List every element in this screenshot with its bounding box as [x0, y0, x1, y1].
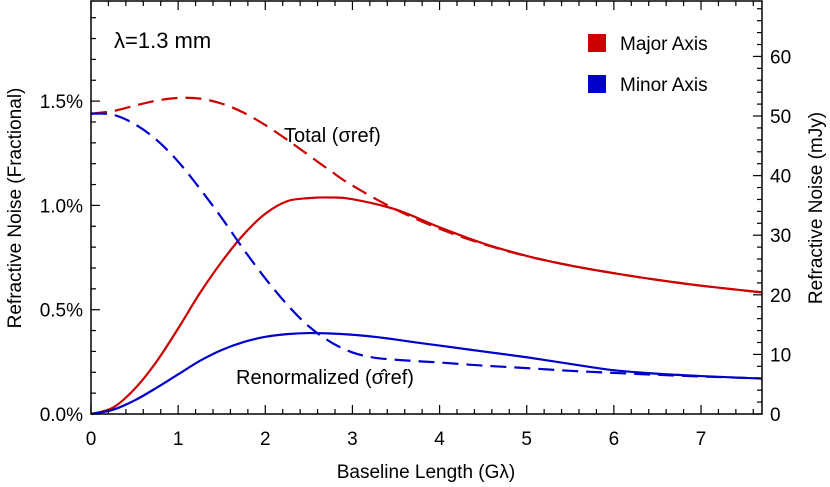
series-major-axis-total [90, 96, 763, 294]
legend-label-major: Major Axis [620, 34, 708, 55]
y-right-tick-label: 30 [770, 226, 791, 247]
y-right-tick-label: 10 [770, 345, 791, 366]
y-left-tick-label: 1.0% [40, 196, 83, 217]
y-axis-label-right: Refractive Noise (mJy) [806, 112, 827, 304]
legend-swatch-minor [588, 75, 606, 93]
x-tick-label: 7 [696, 429, 707, 450]
y-right-tick-label: 40 [770, 167, 791, 188]
y-right-tick-label: 50 [770, 107, 791, 128]
y-axis-label-left: Refractive Noise (Fractional) [5, 88, 26, 329]
y-left-tick-label: 0.5% [40, 301, 83, 322]
x-tick-label: 2 [260, 429, 271, 450]
x-tick-label: 3 [347, 429, 358, 450]
y-left-tick-label: 1.5% [40, 92, 83, 113]
legend: Major Axis Minor Axis [588, 34, 708, 96]
x-axis-label: Baseline Length (Gλ) [337, 462, 516, 483]
series-layer [90, 96, 763, 416]
y-right-tick-label: 60 [770, 47, 791, 68]
x-tick-label: 6 [609, 429, 620, 450]
series-minor-axis-total [90, 112, 763, 380]
y-right-tick-label: 0 [770, 405, 781, 426]
x-tick-label: 5 [521, 429, 532, 450]
y-right-tick-label: 20 [770, 286, 791, 307]
series-major-axis-renormalized [90, 196, 763, 416]
legend-swatch-major [588, 34, 606, 52]
annotation-renormalized: Renormalized (σ̂ref) [236, 367, 414, 389]
series-minor-axis-renormalized [90, 331, 763, 416]
x-tick-label: 4 [434, 429, 445, 450]
annotation-total: Total (σref) [284, 125, 381, 147]
wavelength-label: λ=1.3 mm [114, 28, 211, 53]
x-tick-label: 1 [173, 429, 184, 450]
legend-label-minor: Minor Axis [620, 75, 708, 96]
y-left-tick-label: 0.0% [40, 405, 83, 426]
x-tick-label: 0 [86, 429, 97, 450]
plot-frame [90, 0, 763, 415]
ticks-layer: 0 1 2 3 4 5 6 7 0.0% 0.5% 1.0% 1.5% 0 10 20 30 40 50 60 [40, 1, 791, 450]
